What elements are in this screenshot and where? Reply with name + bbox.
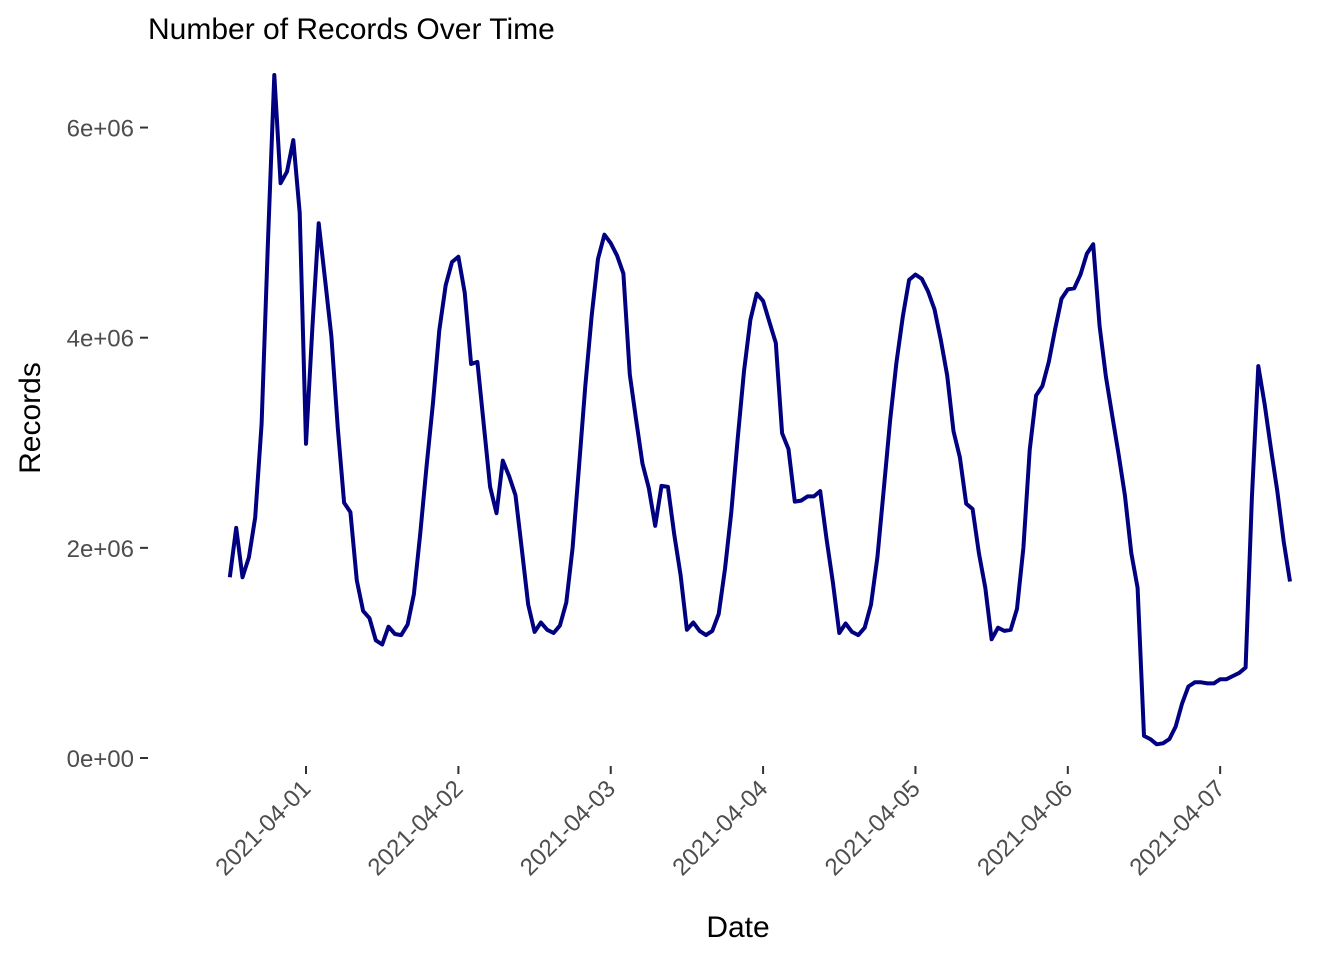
x-tick-label: 2021-04-04 [667,775,773,881]
x-tick-label: 2021-04-02 [363,775,469,881]
plot-area [227,73,1292,747]
y-tick-label: 4e+06 [67,326,134,353]
y-tick-label: 2e+06 [67,536,134,563]
x-axis-title: Date [706,911,769,944]
y-tick-label: 0e+00 [67,746,134,773]
chart-title: Number of Records Over Time [148,13,555,46]
y-axis: 0e+00 2e+06 4e+06 6e+06 [67,116,148,773]
x-tick-label: 2021-04-05 [820,775,926,881]
x-tick-label: 2021-04-06 [972,775,1078,881]
y-tick-label: 6e+06 [67,116,134,143]
series-line [227,73,1292,747]
x-tick-label: 2021-04-03 [515,775,621,881]
y-axis-title: Records [14,362,47,474]
x-tick-label: 2021-04-01 [210,775,316,881]
x-tick-label: 2021-04-07 [1125,775,1231,881]
x-axis: 2021-04-01 2021-04-02 2021-04-03 2021-04-04… [210,766,1230,881]
